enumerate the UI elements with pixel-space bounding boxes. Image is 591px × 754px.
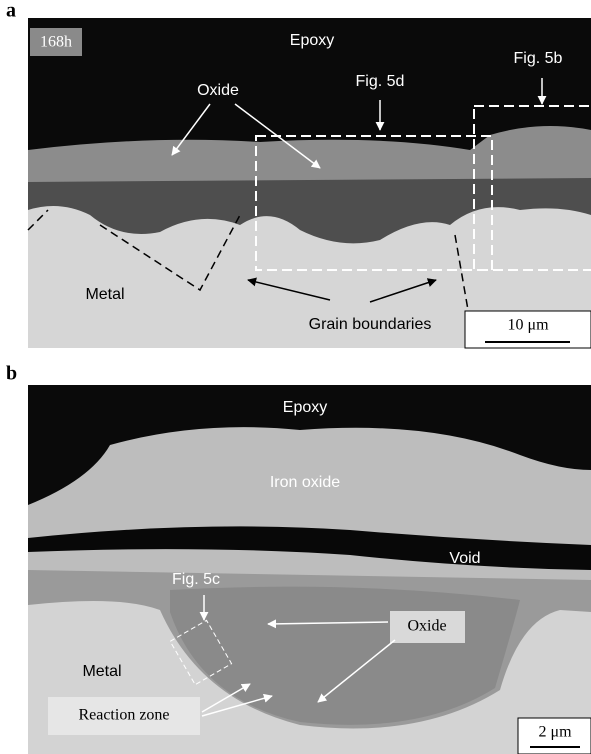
annotation: Fig. 5c <box>172 571 220 588</box>
annotation: Epoxy <box>283 399 327 416</box>
panel-b: b Epoxy Iron oxide Void Fig. 5c Oxide Me… <box>6 363 591 754</box>
annotation: Metal <box>85 286 124 303</box>
panel-a: a 168h Epoxy Oxide Fig. 5d Fig. 5b Metal… <box>6 0 591 348</box>
scale-bar-label: 2 μm <box>538 724 572 741</box>
annotation: Iron oxide <box>270 474 340 491</box>
scale-bar-label: 10 μm <box>507 317 549 334</box>
figure: a 168h Epoxy Oxide Fig. 5d Fig. 5b Metal… <box>0 0 591 754</box>
annotation: Reaction zone <box>78 707 169 724</box>
annotation: Fig. 5d <box>356 73 405 90</box>
annotation: Void <box>449 550 480 567</box>
panel-label: b <box>6 363 17 385</box>
annotation: Epoxy <box>290 32 334 49</box>
time-tag: 168h <box>40 34 72 51</box>
annotation: Grain boundaries <box>309 316 432 333</box>
panel-label: a <box>6 0 16 22</box>
annotation: Metal <box>82 663 121 680</box>
annotation: Oxide <box>407 618 446 635</box>
annotation: Fig. 5b <box>514 50 563 67</box>
annotation: Oxide <box>197 82 239 99</box>
